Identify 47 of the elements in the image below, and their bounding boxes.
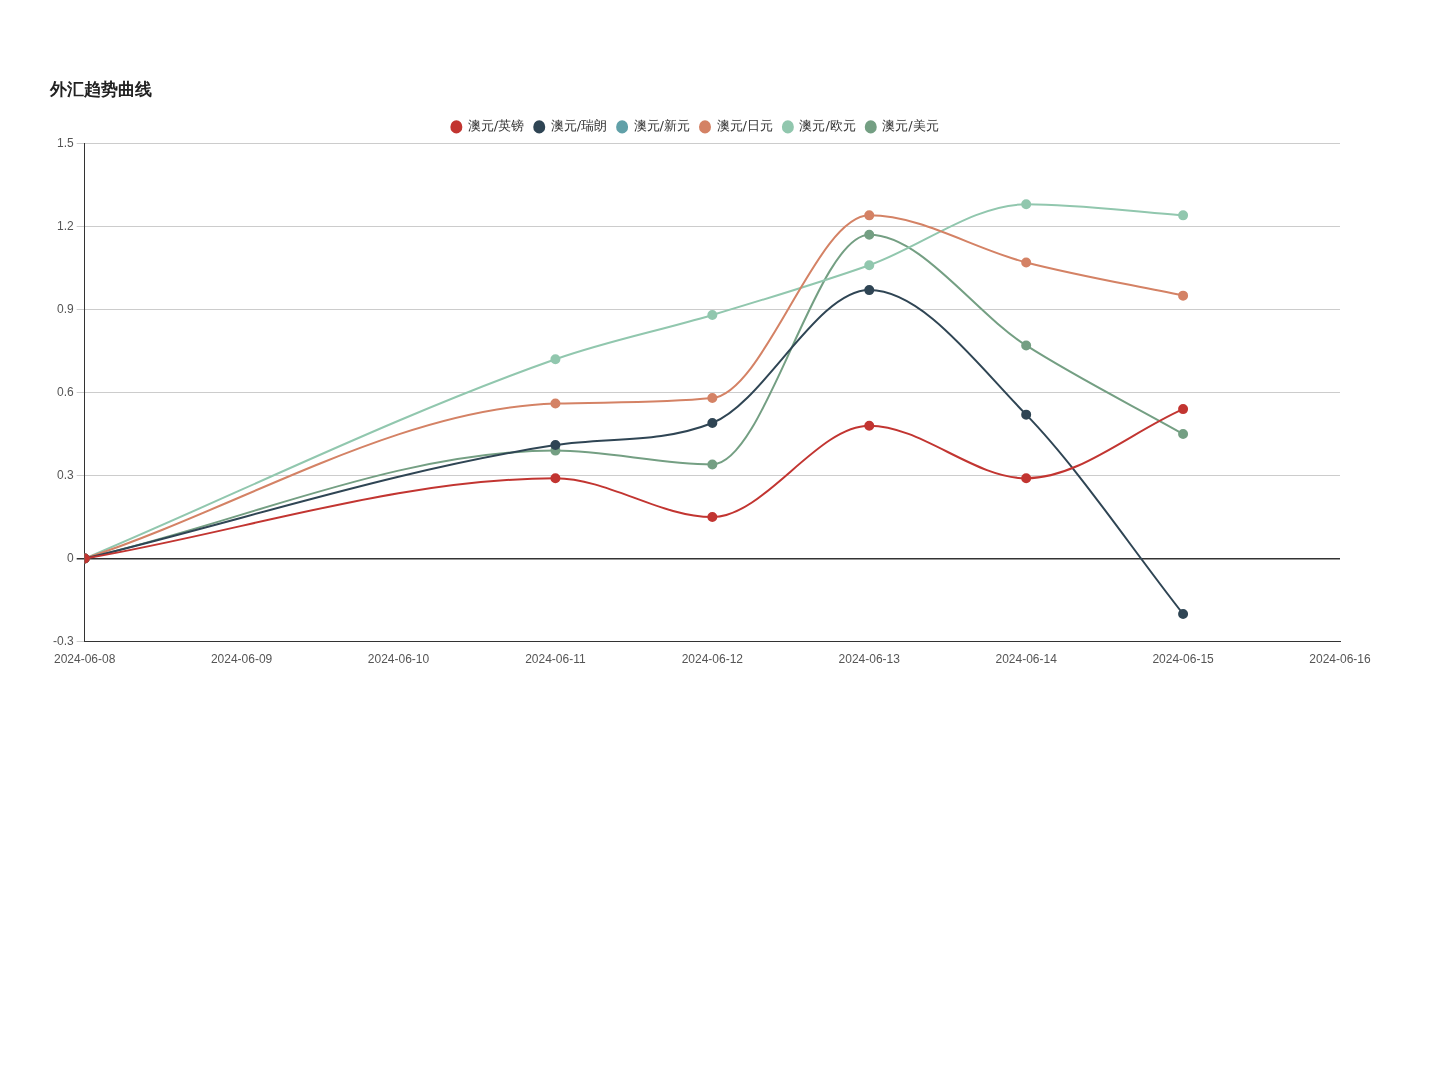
point <box>1021 257 1032 268</box>
y-tick-label: 0.3 <box>56 467 74 482</box>
x-tick-label: 2024-06-09 <box>210 652 273 667</box>
y-tick-label: 0.9 <box>56 301 74 316</box>
x-tick-label: 2024-06-13 <box>838 652 901 667</box>
point <box>550 354 561 365</box>
y-tick-label: 1.2 <box>56 218 74 233</box>
point <box>707 393 718 404</box>
legend-label: 澳元/新元 <box>633 118 691 134</box>
legend-label: 澳元/日元 <box>716 118 773 134</box>
x-tick-label: 2024-06-08 <box>53 652 116 667</box>
x-tick-label: 2024-06-11 <box>525 652 586 667</box>
point <box>1178 404 1189 415</box>
point <box>550 440 561 451</box>
x-tick-label: 2024-06-12 <box>681 652 744 667</box>
point <box>864 210 875 221</box>
point <box>1178 429 1189 440</box>
point <box>1178 290 1189 301</box>
point <box>707 417 718 428</box>
legend-label: 澳元/瑞朗 <box>550 118 608 134</box>
legend-label: 澳元/欧元 <box>799 118 856 134</box>
point <box>707 459 718 470</box>
point <box>1178 210 1189 221</box>
point <box>864 285 875 296</box>
y-tick-label: 1.5 <box>56 135 74 150</box>
point <box>1021 409 1032 420</box>
x-tick-label: 2024-06-16 <box>1309 652 1372 667</box>
y-tick-label: -0.3 <box>52 633 74 648</box>
y-tick-label: 0.6 <box>56 384 74 399</box>
point <box>1178 608 1189 619</box>
y-tick-label: 0 <box>66 550 74 565</box>
x-tick-label: 2024-06-15 <box>1152 652 1215 667</box>
point <box>550 473 561 484</box>
point <box>550 398 561 409</box>
point <box>707 512 718 523</box>
point <box>1021 199 1032 210</box>
legend-label: 澳元/美元 <box>882 118 939 134</box>
point <box>1021 473 1032 484</box>
x-tick-label: 2024-06-14 <box>995 652 1058 667</box>
point <box>864 229 875 240</box>
point <box>864 420 875 431</box>
x-tick-label: 2024-06-10 <box>367 652 430 667</box>
point <box>707 310 718 320</box>
chart-title: 外汇趋势曲线 <box>49 78 152 99</box>
point <box>864 260 875 271</box>
legend-label: 澳元/英镑 <box>467 118 525 134</box>
point <box>1021 340 1032 351</box>
